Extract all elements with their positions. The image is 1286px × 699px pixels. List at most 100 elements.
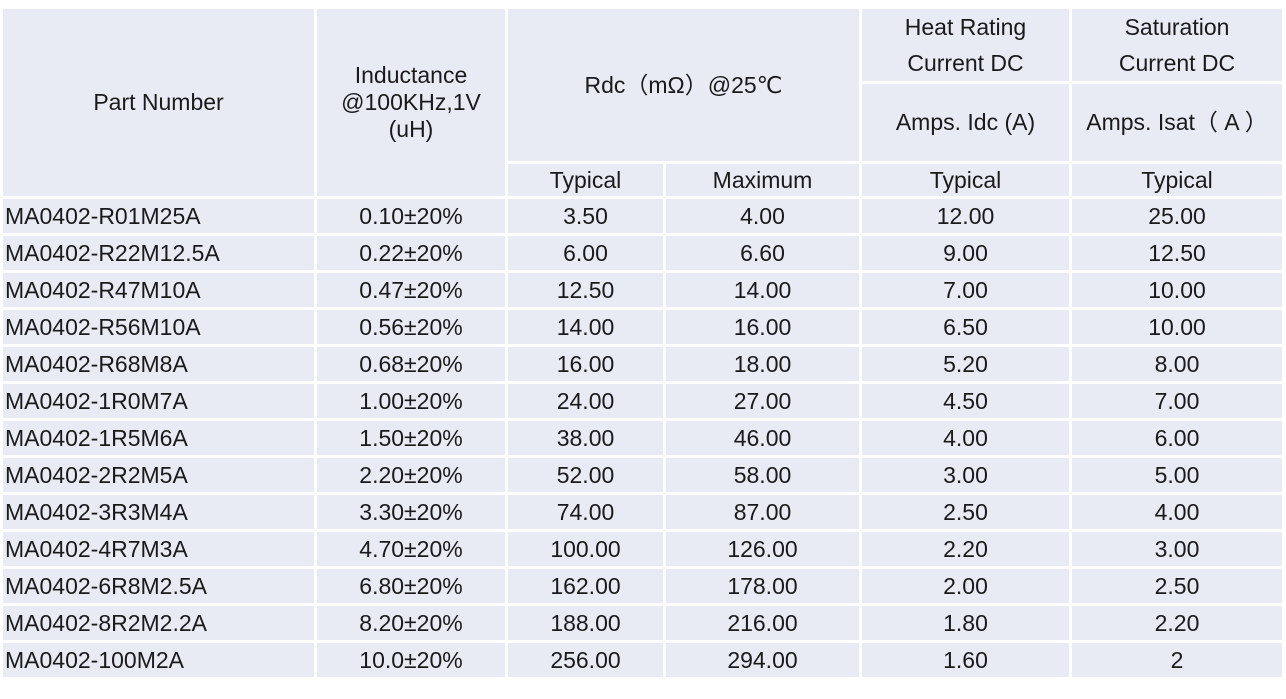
part-number-cell: MA0402-100M2A: [3, 643, 314, 677]
inductance-cell: 0.68±20%: [317, 347, 505, 381]
heat-current-cell: 1.60: [862, 643, 1069, 677]
part-number-cell: MA0402-R68M8A: [3, 347, 314, 381]
rdc-maximum-cell: 58.00: [666, 458, 859, 492]
heat-current-cell: 7.00: [862, 273, 1069, 307]
header-rdc: Rdc（mΩ）@25℃: [508, 9, 859, 161]
sat-current-cell: 5.00: [1072, 458, 1282, 492]
rdc-typical-cell: 24.00: [508, 384, 663, 418]
rdc-maximum-cell: 216.00: [666, 606, 859, 640]
inductance-cell: 0.22±20%: [317, 236, 505, 270]
header-sat-unit: Amps. Isat（ A ）: [1072, 84, 1282, 161]
table-row: MA0402-100M2A 10.0±20% 256.00 294.00 1.60 2: [3, 643, 1282, 677]
rdc-maximum-cell: 46.00: [666, 421, 859, 455]
rdc-maximum-cell: 294.00: [666, 643, 859, 677]
table-row: MA0402-R01M25A 0.10±20% 3.50 4.00 12.00 25.00: [3, 199, 1282, 233]
sat-current-cell: 12.50: [1072, 236, 1282, 270]
heat-current-cell: 2.50: [862, 495, 1069, 529]
rdc-maximum-cell: 16.00: [666, 310, 859, 344]
table-row: MA0402-2R2M5A 2.20±20% 52.00 58.00 3.00 5.00: [3, 458, 1282, 492]
heat-current-cell: 6.50: [862, 310, 1069, 344]
heat-current-cell: 12.00: [862, 199, 1069, 233]
header-heat-rating-line-2: Current DC: [907, 50, 1024, 76]
header-inductance-line-1: Inductance: [354, 62, 468, 88]
inductance-cell: 1.50±20%: [317, 421, 505, 455]
rdc-maximum-cell: 87.00: [666, 495, 859, 529]
sat-current-cell: 2.50: [1072, 569, 1282, 603]
part-number-cell: MA0402-6R8M2.5A: [3, 569, 314, 603]
table-row: MA0402-1R0M7A 1.00±20% 24.00 27.00 4.50 7.00: [3, 384, 1282, 418]
sat-current-cell: 3.00: [1072, 532, 1282, 566]
part-number-cell: MA0402-3R3M4A: [3, 495, 314, 529]
sat-current-cell: 2.20: [1072, 606, 1282, 640]
table-row: MA0402-R47M10A 0.47±20% 12.50 14.00 7.00 10.0…: [3, 273, 1282, 307]
header-rdc-maximum: Maximum: [666, 164, 859, 196]
rdc-typical-cell: 3.50: [508, 199, 663, 233]
rdc-typical-cell: 188.00: [508, 606, 663, 640]
table-row: MA0402-3R3M4A 3.30±20% 74.00 87.00 2.50 4.00: [3, 495, 1282, 529]
heat-current-cell: 4.00: [862, 421, 1069, 455]
inductance-cell: 1.00±20%: [317, 384, 505, 418]
table-row: MA0402-R22M12.5A 0.22±20% 6.00 6.60 9.00 12.5…: [3, 236, 1282, 270]
header-row-3: Typical Maximum Typical Typical: [3, 164, 1282, 196]
sat-current-cell: 10.00: [1072, 273, 1282, 307]
rdc-typical-cell: 100.00: [508, 532, 663, 566]
rdc-typical-cell: 38.00: [508, 421, 663, 455]
rdc-maximum-cell: 126.00: [666, 532, 859, 566]
rdc-maximum-cell: 6.60: [666, 236, 859, 270]
header-row-1: Part Number Inductance @100KHz,1V (uH) R…: [3, 9, 1282, 196]
inductance-cell: 2.20±20%: [317, 458, 505, 492]
sat-current-cell: 2: [1072, 643, 1282, 677]
header-saturation: Saturation Current DC: [1072, 9, 1282, 81]
header-inductance-line-2: @100KHz,1V: [341, 89, 481, 115]
rdc-typical-cell: 162.00: [508, 569, 663, 603]
header-heat-typical: Typical: [862, 164, 1069, 196]
part-number-cell: MA0402-R56M10A: [3, 310, 314, 344]
heat-current-cell: 9.00: [862, 236, 1069, 270]
header-rdc-typical: Typical: [508, 164, 663, 196]
inductance-cell: 0.10±20%: [317, 199, 505, 233]
header-inductance: Inductance @100KHz,1V (uH): [317, 9, 505, 196]
header-saturation-line-1: Saturation: [1124, 14, 1230, 40]
inductance-cell: 0.56±20%: [317, 310, 505, 344]
heat-current-cell: 5.20: [862, 347, 1069, 381]
inductance-cell: 4.70±20%: [317, 532, 505, 566]
rdc-maximum-cell: 14.00: [666, 273, 859, 307]
heat-current-cell: 2.20: [862, 532, 1069, 566]
sat-current-cell: 7.00: [1072, 384, 1282, 418]
rdc-maximum-cell: 4.00: [666, 199, 859, 233]
heat-current-cell: 3.00: [862, 458, 1069, 492]
rdc-typical-cell: 52.00: [508, 458, 663, 492]
header-part-number: Part Number: [3, 9, 314, 196]
sat-current-cell: 25.00: [1072, 199, 1282, 233]
inductance-cell: 0.47±20%: [317, 273, 505, 307]
rdc-maximum-cell: 27.00: [666, 384, 859, 418]
rdc-typical-cell: 6.00: [508, 236, 663, 270]
rdc-typical-cell: 12.50: [508, 273, 663, 307]
header-inductance-line-3: (uH): [388, 116, 434, 142]
header-heat-unit: Amps. Idc (A): [862, 84, 1069, 161]
part-number-cell: MA0402-R01M25A: [3, 199, 314, 233]
part-number-cell: MA0402-1R5M6A: [3, 421, 314, 455]
rdc-typical-cell: 14.00: [508, 310, 663, 344]
header-heat-rating-line-1: Heat Rating: [904, 14, 1027, 40]
heat-current-cell: 4.50: [862, 384, 1069, 418]
table-row: MA0402-8R2M2.2A 8.20±20% 188.00 216.00 1.80 2…: [3, 606, 1282, 640]
inductor-spec-table: Part Number Inductance @100KHz,1V (uH) R…: [0, 6, 1285, 680]
inductance-cell: 10.0±20%: [317, 643, 505, 677]
inductance-cell: 6.80±20%: [317, 569, 505, 603]
table-row: MA0402-6R8M2.5A 6.80±20% 162.00 178.00 2.00 2…: [3, 569, 1282, 603]
table-row: MA0402-4R7M3A 4.70±20% 100.00 126.00 2.20 3.0…: [3, 532, 1282, 566]
part-number-cell: MA0402-8R2M2.2A: [3, 606, 314, 640]
part-number-cell: MA0402-R47M10A: [3, 273, 314, 307]
rdc-maximum-cell: 18.00: [666, 347, 859, 381]
sat-current-cell: 4.00: [1072, 495, 1282, 529]
part-number-cell: MA0402-R22M12.5A: [3, 236, 314, 270]
header-row-2: Amps. Idc (A) Amps. Isat（ A ）: [3, 84, 1282, 161]
part-number-cell: MA0402-2R2M5A: [3, 458, 314, 492]
rdc-typical-cell: 16.00: [508, 347, 663, 381]
sat-current-cell: 6.00: [1072, 421, 1282, 455]
inductance-cell: 8.20±20%: [317, 606, 505, 640]
rdc-maximum-cell: 178.00: [666, 569, 859, 603]
heat-current-cell: 2.00: [862, 569, 1069, 603]
